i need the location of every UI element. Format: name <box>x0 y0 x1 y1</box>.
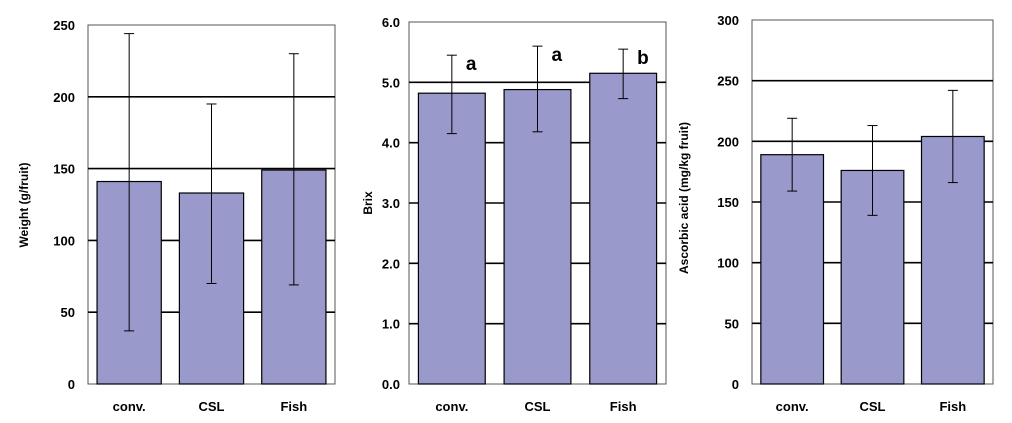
x-tick-label-0: conv. <box>776 399 809 414</box>
y-tick-label: 50 <box>61 305 75 320</box>
significance-letter-2: b <box>637 48 649 69</box>
bar-0 <box>417 92 486 385</box>
y-axis-label: Weight (g/fruit) <box>17 162 31 247</box>
bar-0 <box>760 154 825 385</box>
x-tick-label-2: Fish <box>610 399 637 414</box>
x-tick-label-0: conv. <box>113 399 146 414</box>
y-tick-label: 150 <box>717 195 739 210</box>
y-tick-label: 1.0 <box>382 317 400 332</box>
significance-letter-0: a <box>466 54 477 75</box>
x-tick-label-0: conv. <box>435 399 468 414</box>
y-tick-label: 6.0 <box>382 15 400 30</box>
y-axis-label: Ascorbic acid (mg/kg fruit) <box>677 122 691 274</box>
chart-panel-1: 0 50 100 150 200 250 conv. CSL Fish Weight (g/fru… <box>17 18 336 414</box>
y-tick-label: 4.0 <box>382 136 400 151</box>
y-tick-label: 0 <box>732 377 739 392</box>
y-tick-label: 300 <box>717 13 739 28</box>
significance-letter-1: a <box>552 45 563 66</box>
chart-panel-2: 0.0 1.0 2.0 3.0 4.0 5.0 6.0 conv. a CSL a Fish b Brix <box>361 15 667 414</box>
y-tick-label: 50 <box>725 316 739 331</box>
x-tick-label-1: CSL <box>860 399 886 414</box>
chart-panel-3: 0 50 100 150 200 250 300 conv. CSL Fish Ascorbic a… <box>677 13 994 414</box>
y-tick-label: 250 <box>53 18 75 33</box>
y-axis-label: Brix <box>361 191 375 215</box>
y-tick-label: 200 <box>717 134 739 149</box>
y-tick-label: 2.0 <box>382 256 400 271</box>
x-tick-label-1: CSL <box>525 399 551 414</box>
y-tick-label: 150 <box>53 162 75 177</box>
y-tick-label: 100 <box>53 233 75 248</box>
y-tick-label: 0.0 <box>382 377 400 392</box>
y-tick-label: 5.0 <box>382 75 400 90</box>
y-tick-label: 3.0 <box>382 196 400 211</box>
bar-2 <box>589 72 658 385</box>
y-tick-label: 0 <box>68 377 75 392</box>
x-tick-label-2: Fish <box>939 399 966 414</box>
x-tick-label-2: Fish <box>280 399 307 414</box>
y-tick-label: 200 <box>53 90 75 105</box>
bar-1 <box>503 88 572 385</box>
x-tick-label-1: CSL <box>199 399 225 414</box>
y-tick-label: 100 <box>717 256 739 271</box>
y-tick-label: 250 <box>717 74 739 89</box>
